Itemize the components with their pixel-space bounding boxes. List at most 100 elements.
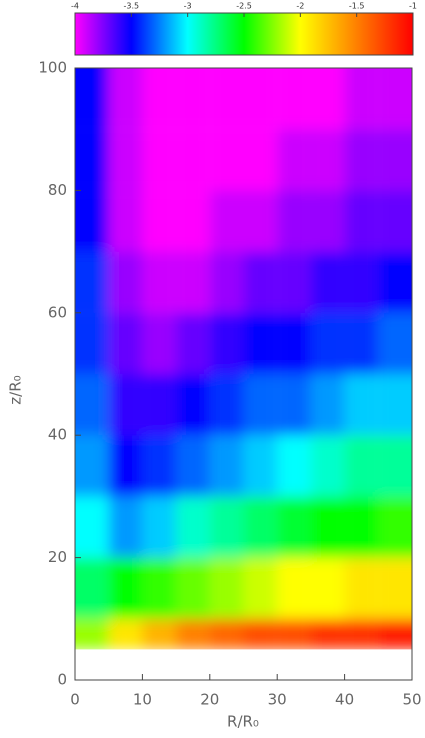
x-tick-label: 10 [133,691,152,709]
heatmap-cell [277,190,311,252]
heatmap-cell [344,557,379,619]
x-tick-label: 50 [402,691,421,709]
heatmap-cell [209,618,244,650]
heatmap-cell [378,496,412,558]
heatmap-cell [142,374,177,436]
heatmap-cell [209,312,244,374]
heatmap-cell [243,557,278,619]
heatmap-cell [378,557,412,619]
heatmap-cell [176,496,210,558]
heatmap-cell [344,129,379,191]
heatmap-cell [277,435,311,497]
x-tick-label: 30 [268,691,287,709]
heatmap-cell [277,251,311,313]
heatmap-cell [243,251,278,313]
x-tick-label: 40 [335,691,354,709]
heatmap-cell [277,496,311,558]
heatmap-cell [378,251,412,313]
y-tick-label: 100 [38,59,67,77]
heatmap-cell [243,190,278,252]
heatmap-cell [176,251,210,313]
heatmap-cell [75,618,109,650]
heatmap-cell [277,68,311,130]
heatmap-cell [243,374,278,436]
heatmap-cell [176,557,210,619]
heatmap-cell [277,557,311,619]
heatmap-cell [75,312,109,374]
field [75,68,412,680]
colorbar [74,12,414,56]
heatmap-cell [310,557,345,619]
heatmap-cell [75,190,109,252]
colorbar-tick-label: -3 [184,2,192,11]
heatmap-cell [344,190,379,252]
heatmap-cell [310,129,345,191]
heatmap-cell [142,68,177,130]
heatmap-cell [75,251,109,313]
heatmap-cell [108,435,143,497]
heatmap-cell [108,557,143,619]
heatmap-cell [142,190,177,252]
heatmap-cell [209,251,244,313]
heatmap-cell [243,129,278,191]
heatmap-cell [176,374,210,436]
heatmap-cell [277,618,311,650]
heatmap-cell [75,435,109,497]
colorbar-tick-label: -2 [296,2,304,11]
y-tick-label: 60 [48,303,67,321]
heatmap-cell [378,312,412,374]
heatmap-cell [243,435,278,497]
colorbar-tick-label: -4 [71,2,79,11]
heatmap-cell [108,129,143,191]
heatmap-cell [142,557,177,619]
heatmap-cell [378,129,412,191]
heatmap-cell [243,618,278,650]
y-axis-label: z/R₀ [7,375,25,404]
colorbar-tick-label: -1.5 [349,2,365,11]
heatmap-cell [277,374,311,436]
heatmap-cell [344,618,379,650]
heatmap-cell [344,374,379,436]
heatmap-cell [176,312,210,374]
heatmap-cell [378,68,412,130]
heatmap-cell [310,68,345,130]
heatmap-cell [142,435,177,497]
heatmap-cell [209,68,244,130]
plot-frame [74,67,413,681]
x-axis-label: R/R₀ [227,713,259,731]
x-tick-label: 20 [200,691,219,709]
heatmap-cell [176,129,210,191]
heatmap-cell [75,374,109,436]
heatmap-cell [108,374,143,436]
heatmap-cell [243,68,278,130]
heatmap-cell [209,496,244,558]
y-tick-label: 40 [48,426,67,444]
heatmap-cell [209,435,244,497]
heatmap-cell [176,190,210,252]
colorbar-tick-label: -1 [409,2,417,11]
heatmap-cell [344,68,379,130]
heatmap-cell [176,435,210,497]
heatmap-cell [108,251,143,313]
heatmap-cell [243,312,278,374]
heatmap-cell [142,312,177,374]
y-tick-label: 80 [48,181,67,199]
heatmap-cell [142,251,177,313]
heatmap-cell [108,312,143,374]
heatmap-cell [108,618,143,650]
heatmap-cell [142,496,177,558]
heatmap-cell [209,190,244,252]
heatmap-cell [108,190,143,252]
heatmap-cell [75,496,109,558]
heatmap-cell [108,496,143,558]
heatmap-cell [378,435,412,497]
empty-band [75,649,412,680]
heatmap-cell [310,618,345,650]
heatmap-cell [243,496,278,558]
heatmap-cell [378,190,412,252]
heatmap-cell [209,557,244,619]
heatmap-cell [310,251,345,313]
heatmap-cell [142,129,177,191]
